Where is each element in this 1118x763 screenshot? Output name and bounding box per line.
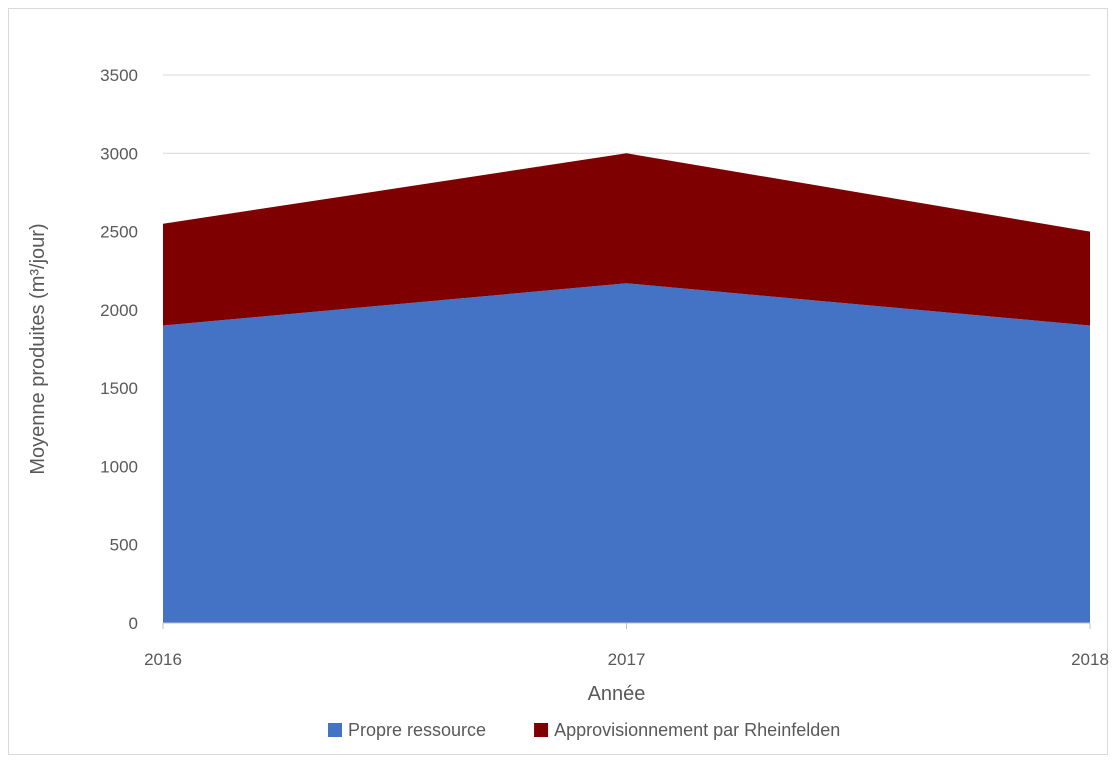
legend-swatch-2	[534, 723, 549, 737]
x-axis-tick-labels: 2016 2017 2018	[144, 650, 1109, 669]
y-axis-tick-labels: 0 500 1000 1500 2000 2500 3000 3500	[100, 66, 138, 633]
legend-label-1: Propre ressource	[348, 720, 486, 740]
y-axis-title: Moyenne produites (m³/jour)	[27, 223, 49, 474]
y-tick-label: 1500	[100, 379, 138, 398]
y-tick-label: 500	[110, 536, 138, 555]
y-tick-label: 2000	[100, 301, 138, 320]
legend-label-2: Approvisionnement par Rheinfelden	[554, 720, 840, 740]
series-areas	[163, 153, 1090, 623]
x-tick-label: 2017	[608, 650, 646, 669]
y-tick-label: 1000	[100, 457, 138, 476]
legend-swatch-1	[328, 723, 342, 737]
y-tick-label: 0	[129, 614, 138, 633]
area-series-1	[163, 283, 1090, 623]
y-tick-label: 3000	[100, 144, 138, 163]
y-tick-label: 2500	[100, 223, 138, 242]
y-tick-label: 3500	[100, 66, 138, 85]
legend: Propre ressource Approvisionnement par Rh…	[328, 720, 840, 740]
area-series-2	[163, 153, 1090, 326]
x-axis-title: Année	[588, 683, 646, 705]
x-tick-label: 2016	[144, 650, 182, 669]
x-tick-label: 2018	[1071, 650, 1109, 669]
x-axis	[162, 622, 1091, 629]
